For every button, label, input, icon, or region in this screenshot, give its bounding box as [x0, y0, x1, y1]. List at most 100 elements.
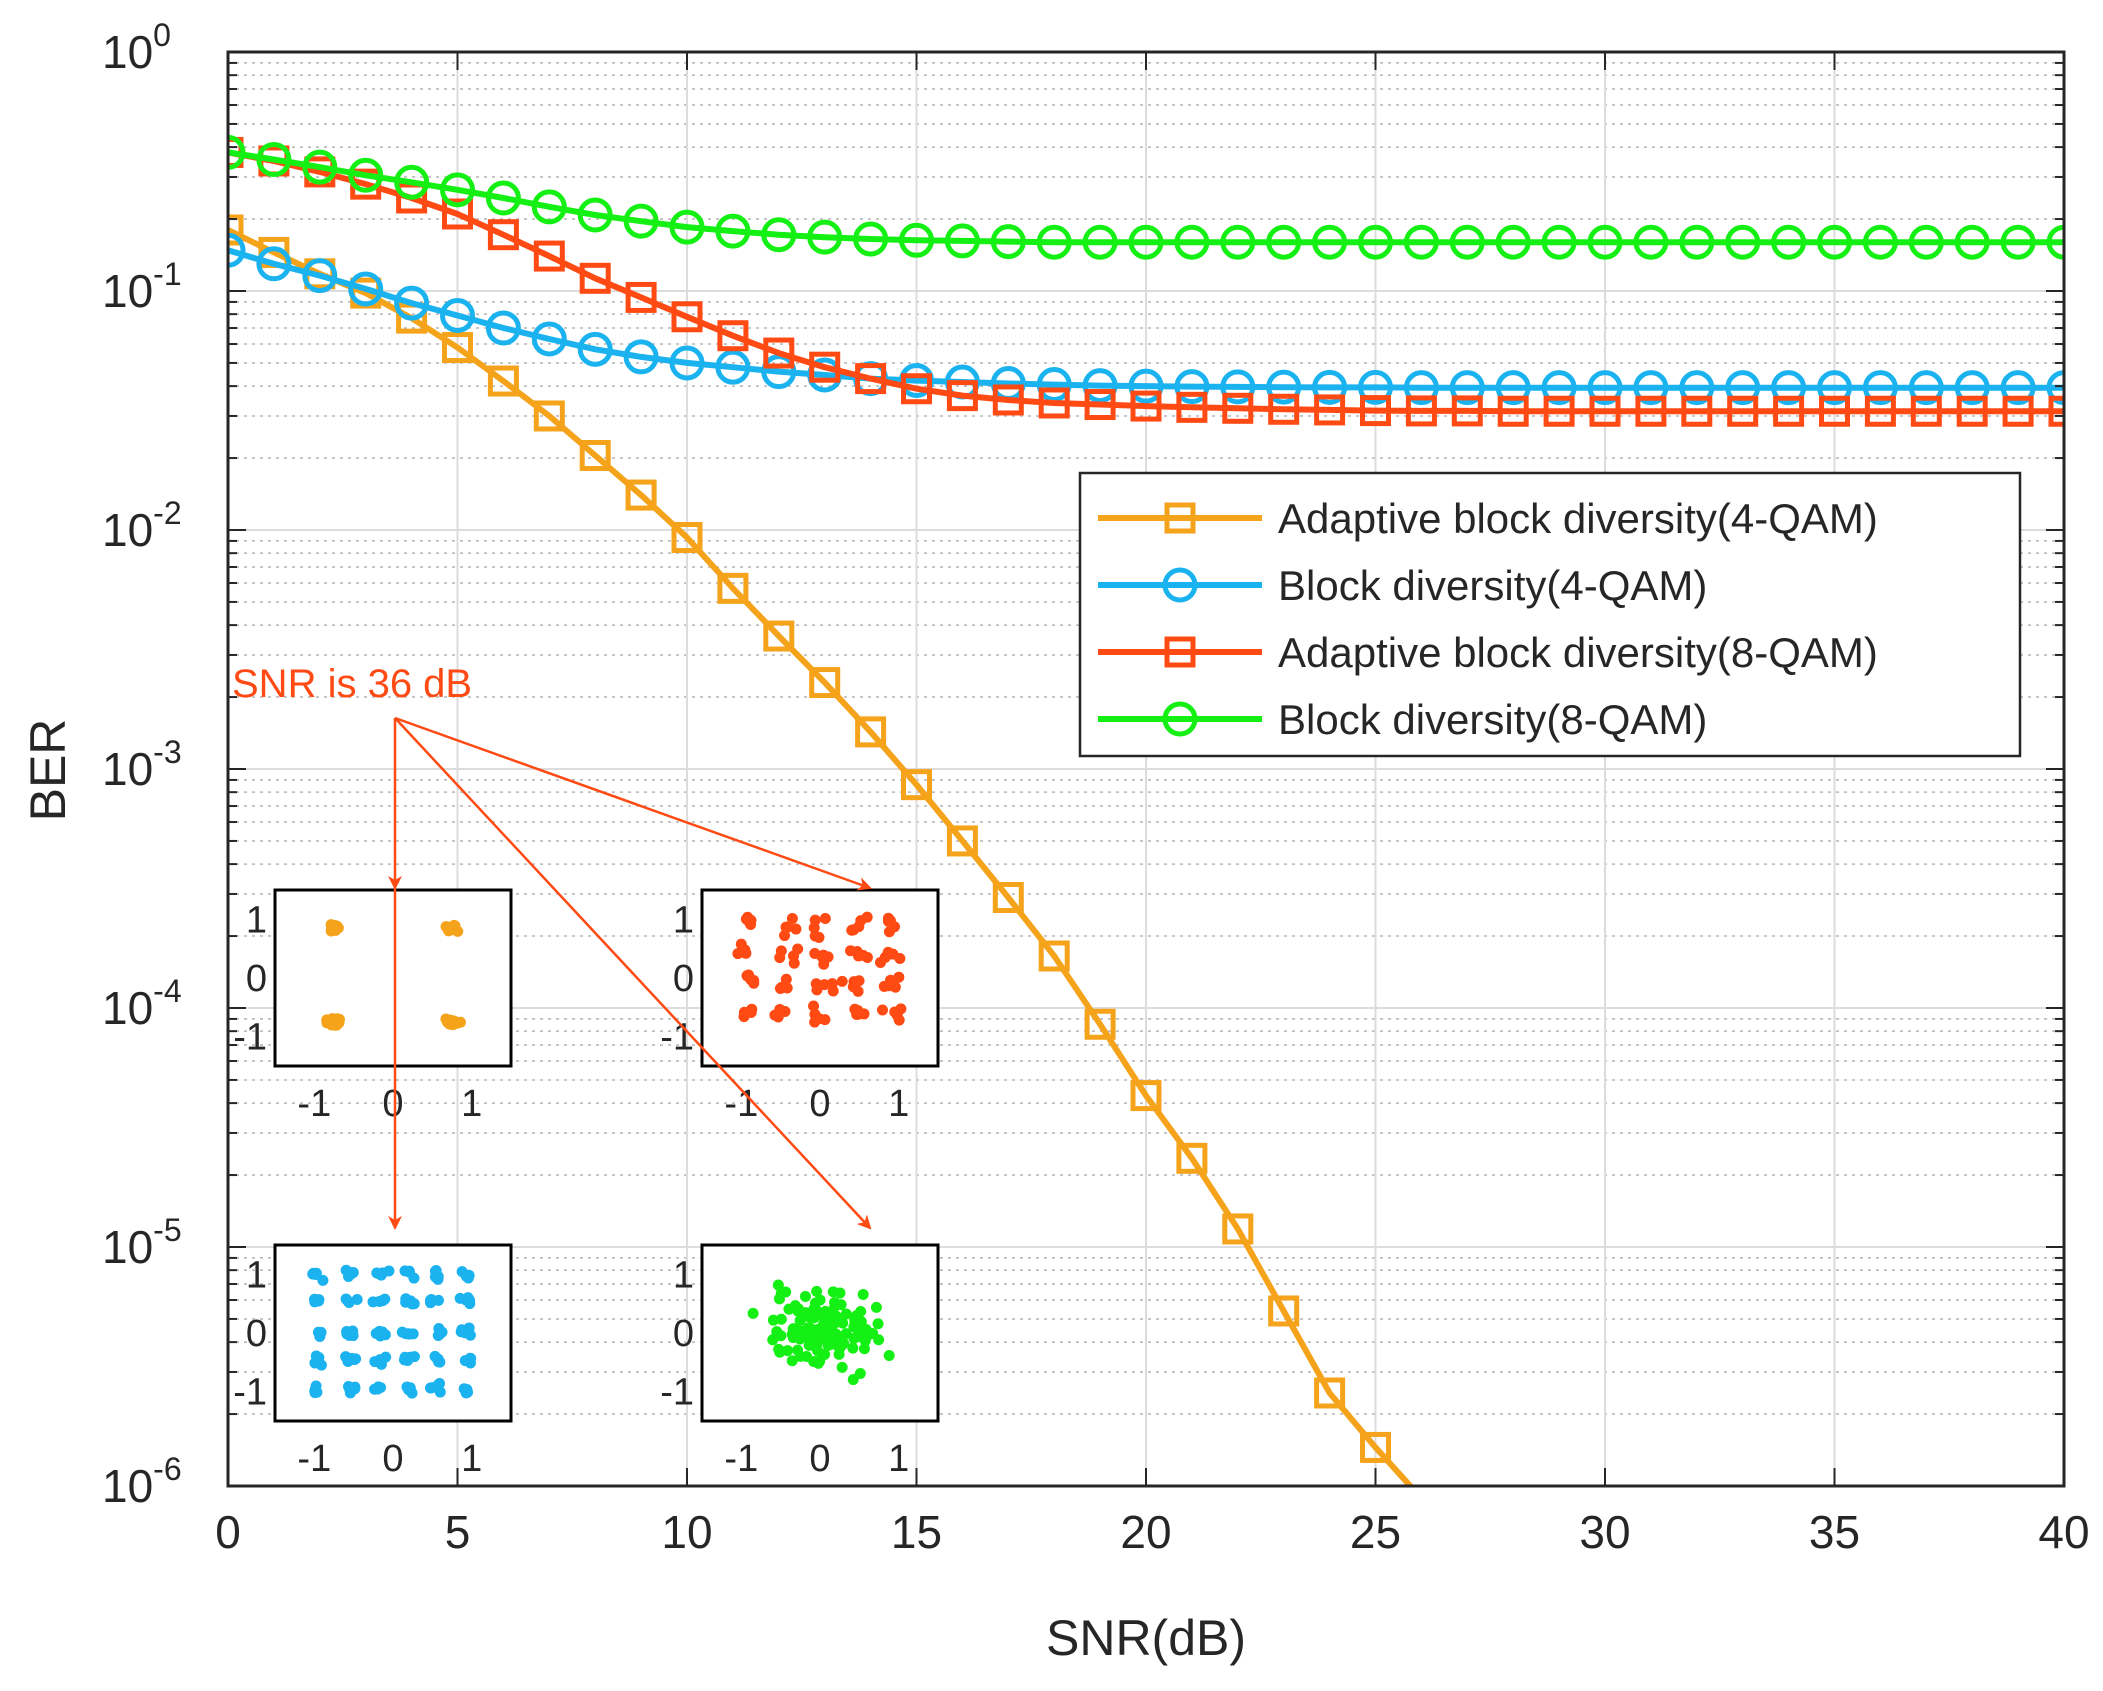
inset-point — [849, 1314, 861, 1326]
data-point — [1312, 224, 1348, 260]
data-point — [1082, 368, 1118, 404]
inset-point — [808, 1000, 820, 1012]
data-point — [487, 219, 519, 251]
legend-label: Block diversity(4-QAM) — [1278, 562, 1707, 609]
data-point — [1220, 369, 1256, 405]
data-point — [1403, 224, 1439, 260]
inset-x-tick-label: 1 — [888, 1083, 909, 1125]
inset-point — [745, 914, 757, 926]
data-point — [763, 620, 795, 652]
data-point — [1908, 370, 1944, 406]
data-point — [442, 332, 473, 364]
data-point — [1495, 370, 1531, 406]
data-point — [1314, 1377, 1346, 1409]
inset-point — [786, 913, 798, 925]
inset-point — [786, 1355, 798, 1367]
data-point — [1954, 224, 1990, 260]
inset-x-tick-label: 1 — [461, 1083, 482, 1125]
inset-point — [400, 1296, 412, 1308]
data-point — [1773, 395, 1805, 427]
data-point — [944, 223, 980, 259]
y-tick-label: 10-4 — [102, 973, 182, 1034]
series-layer — [228, 134, 2064, 1486]
data-point — [533, 400, 565, 432]
inset-point — [344, 1387, 356, 1399]
data-point — [1358, 369, 1393, 405]
data-point — [669, 345, 705, 381]
inset-point — [796, 1312, 808, 1324]
data-point — [228, 232, 246, 268]
data-point — [1771, 224, 1807, 260]
data-point — [1635, 395, 1667, 427]
inset-x-tick-label: 0 — [382, 1083, 403, 1125]
data-point — [1819, 395, 1850, 427]
data-point — [855, 363, 887, 395]
data-point — [1543, 395, 1575, 427]
inset-point — [811, 1335, 823, 1347]
data-point — [1864, 395, 1896, 427]
data-point — [625, 479, 657, 511]
inset-point — [792, 1303, 804, 1315]
data-point — [809, 667, 841, 699]
inset-point — [326, 1019, 338, 1031]
x-tick-label: 10 — [661, 1506, 712, 1558]
inset-point — [317, 1274, 329, 1286]
inset-y-tick-label: 0 — [246, 958, 267, 1000]
inset-point — [852, 950, 864, 962]
inset-x-tick-label: 0 — [809, 1438, 830, 1480]
data-point — [1360, 1431, 1391, 1463]
data-point — [623, 203, 659, 239]
inset-y-tick-label: -1 — [233, 1372, 267, 1414]
data-point — [1128, 368, 1164, 404]
inset-point — [782, 921, 794, 933]
data-point — [1587, 370, 1623, 406]
data-point — [1084, 1008, 1116, 1040]
data-point — [1405, 395, 1437, 427]
inset-point — [780, 1286, 792, 1298]
inset-point — [883, 1350, 895, 1362]
data-point — [1956, 395, 1988, 427]
inset-y-tick-label: 1 — [246, 1254, 267, 1296]
y-tick-label: 10-6 — [102, 1451, 182, 1512]
inset-point — [346, 1268, 358, 1280]
data-point — [579, 262, 611, 294]
data-point — [992, 881, 1024, 913]
data-point — [348, 271, 384, 307]
inset-point — [836, 1361, 848, 1373]
x-tick-label: 15 — [891, 1506, 942, 1558]
inset-point — [853, 921, 865, 933]
data-point — [394, 164, 430, 200]
inset-point — [792, 1325, 804, 1337]
data-point — [442, 198, 473, 230]
data-point — [1954, 370, 1990, 406]
data-point — [1403, 370, 1439, 406]
data-point — [717, 320, 749, 352]
inset-point — [331, 920, 343, 932]
inset-x-tick-label: 1 — [888, 1438, 909, 1480]
inset-point — [875, 956, 887, 968]
data-point — [761, 217, 797, 253]
inset-point — [802, 1322, 814, 1334]
data-point — [671, 522, 703, 554]
data-point — [992, 384, 1024, 416]
inset-point — [340, 1293, 352, 1305]
legend-marker — [1164, 636, 1196, 668]
inset-point — [887, 948, 899, 960]
data-point — [531, 189, 567, 225]
inset-x-tick-label: 0 — [809, 1083, 830, 1125]
inset-y-tick-label: 1 — [246, 899, 267, 941]
inset-point — [799, 1290, 811, 1302]
x-axis-label: SNR(dB) — [1046, 1610, 1246, 1666]
data-point — [1681, 395, 1713, 427]
data-point — [256, 246, 292, 282]
data-point — [1449, 370, 1485, 406]
legend-label: Adaptive block diversity(8-QAM) — [1278, 629, 1878, 676]
data-point — [2046, 370, 2064, 406]
data-point — [1587, 224, 1623, 260]
inset-point — [849, 1003, 861, 1015]
data-point — [485, 180, 521, 216]
x-tick-label: 35 — [1809, 1506, 1860, 1558]
inset-point — [861, 911, 873, 923]
inset-point — [307, 1268, 319, 1280]
